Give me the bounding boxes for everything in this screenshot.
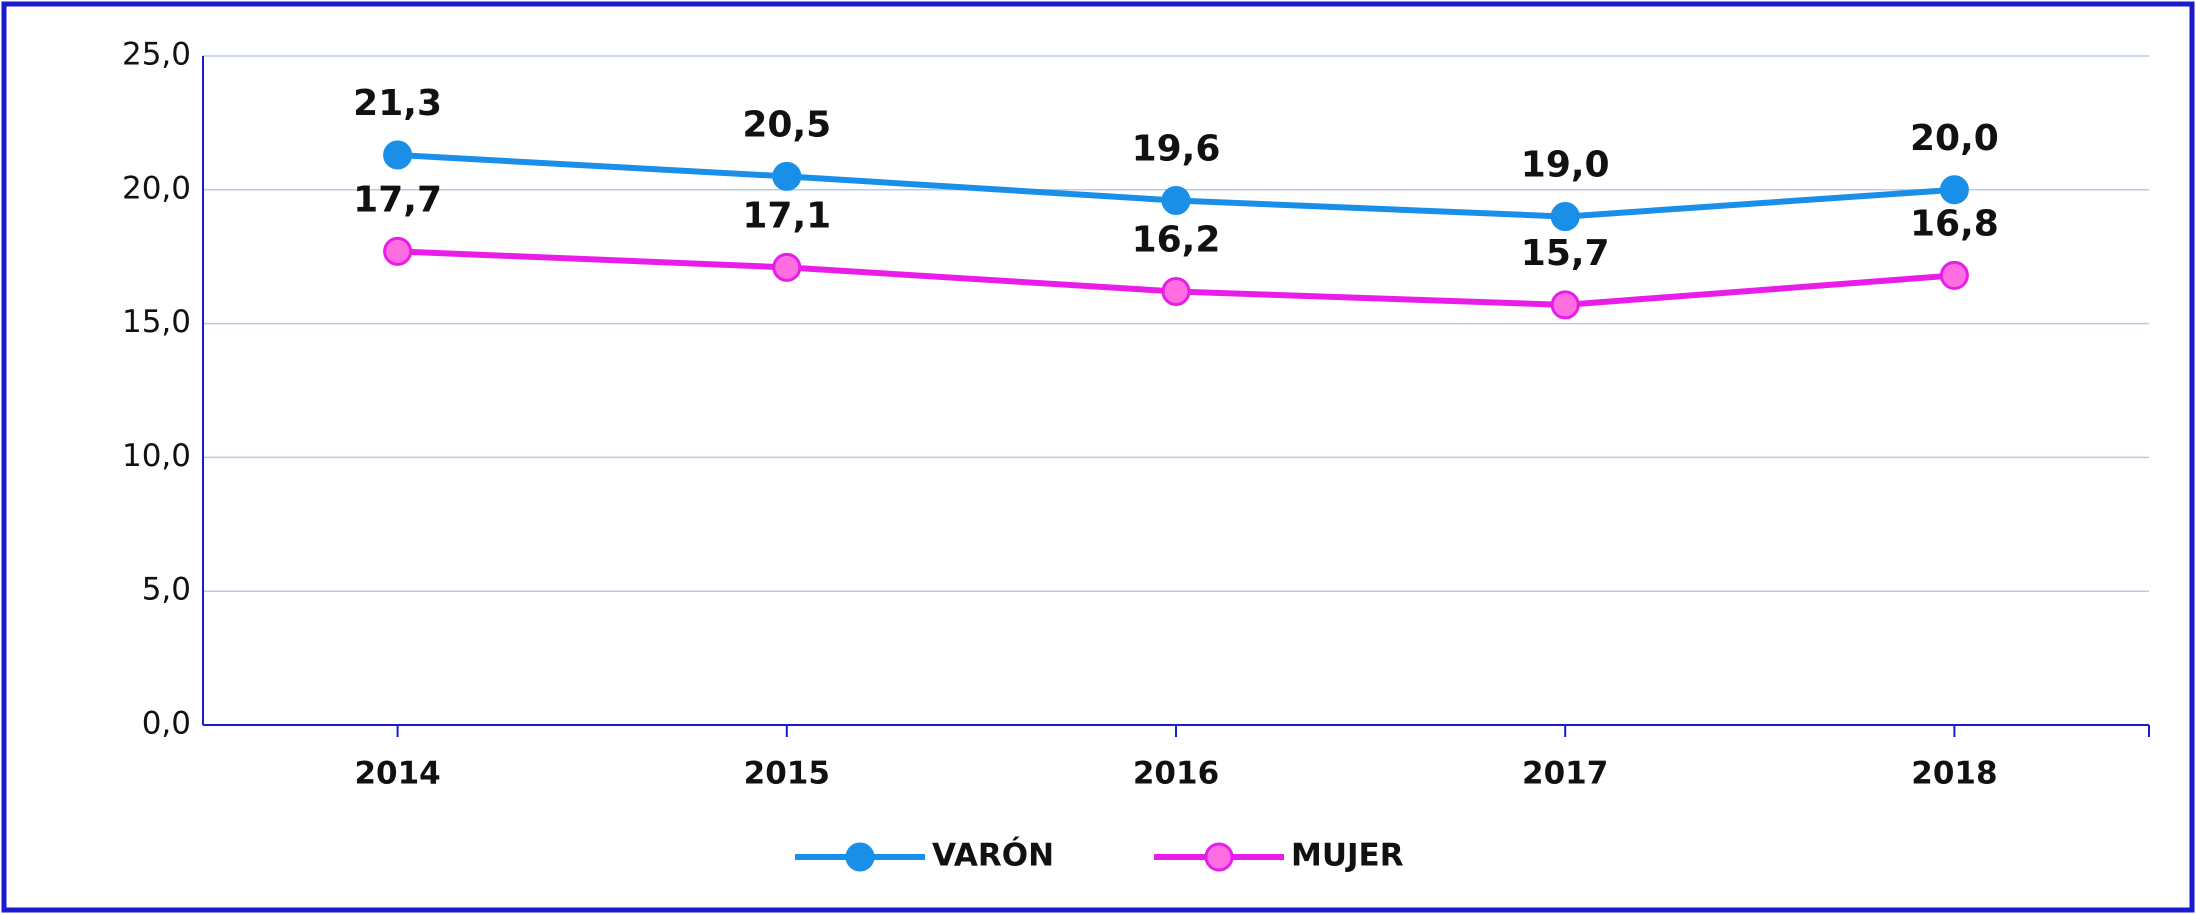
point-marker	[383, 236, 413, 266]
legend-marker	[1204, 842, 1234, 872]
point-marker	[1939, 260, 1969, 290]
data-label: 19,6	[1132, 129, 1221, 170]
data-label: 15,7	[1521, 233, 1610, 274]
y-tick-label: 0,0	[142, 706, 191, 742]
x-tick-label: 2014	[354, 756, 440, 792]
point-marker	[772, 161, 802, 191]
y-tick-label: 15,0	[122, 304, 191, 340]
x-tick-label: 2017	[1522, 756, 1608, 792]
point-marker	[383, 140, 413, 170]
data-label: 17,1	[742, 195, 831, 236]
data-label: 16,8	[1910, 203, 1999, 244]
x-tick-label: 2018	[1911, 756, 1997, 792]
y-tick-label: 10,0	[122, 438, 191, 474]
data-label: 16,2	[1132, 219, 1221, 260]
legend-marker	[845, 842, 875, 872]
point-marker	[1550, 202, 1580, 232]
point-marker	[1550, 290, 1580, 320]
data-label: 19,0	[1521, 145, 1610, 186]
legend-label: MUJER	[1291, 838, 1404, 874]
x-tick-label: 2015	[744, 756, 830, 792]
data-label: 21,3	[353, 83, 442, 124]
point-marker	[1161, 186, 1191, 216]
data-label: 17,7	[353, 179, 442, 220]
point-marker	[772, 252, 802, 282]
legend-label: VARÓN	[932, 837, 1054, 874]
x-tick-label: 2016	[1133, 756, 1219, 792]
y-tick-label: 20,0	[122, 170, 191, 206]
point-marker	[1939, 175, 1969, 205]
y-tick-label: 5,0	[142, 572, 191, 608]
point-marker	[1161, 276, 1191, 306]
y-tick-label: 25,0	[122, 37, 191, 73]
data-label: 20,0	[1910, 118, 1999, 159]
data-label: 20,5	[742, 104, 831, 145]
